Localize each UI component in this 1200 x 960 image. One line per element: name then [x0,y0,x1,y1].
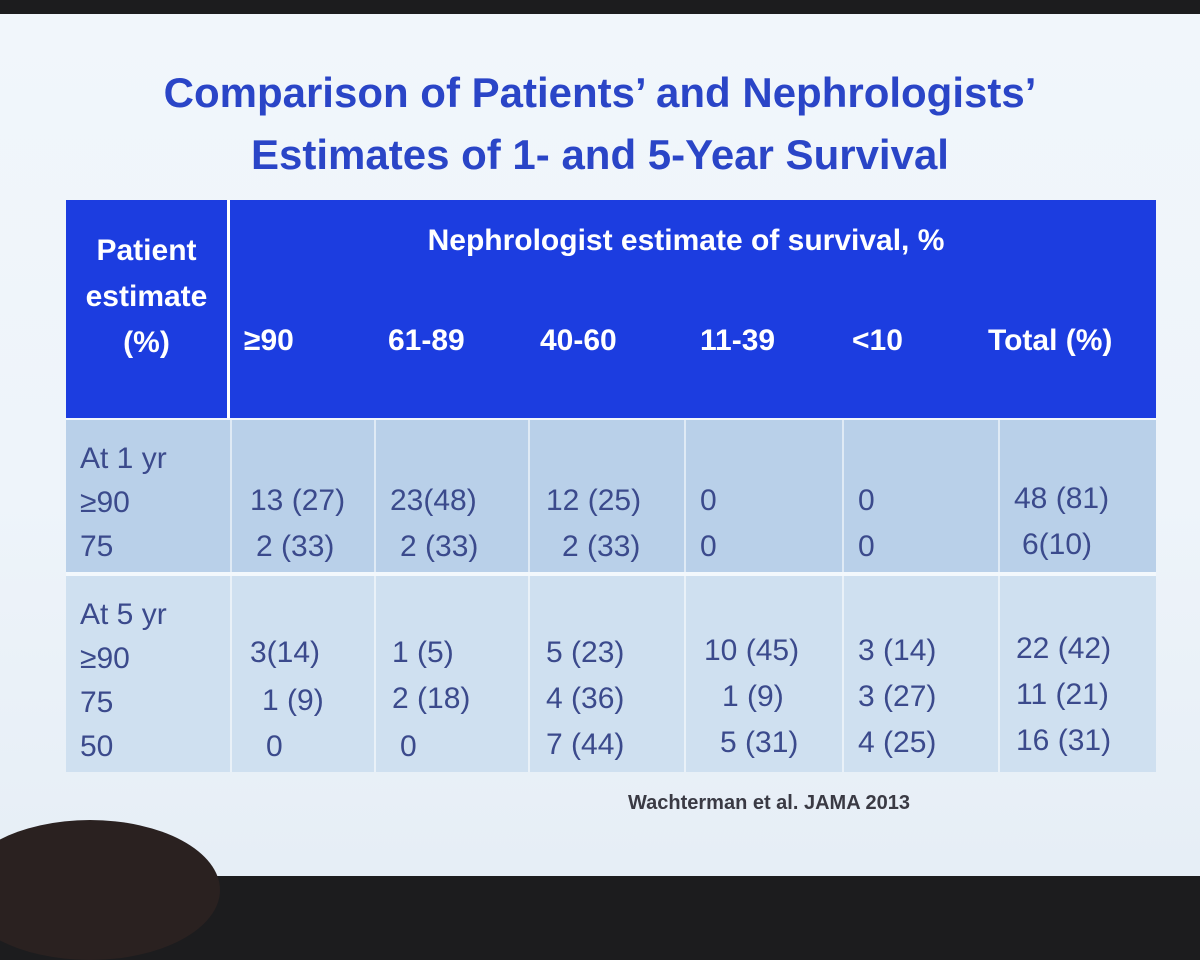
table-cell: 7 (44) [546,728,625,761]
nephrologist-estimate-header: Nephrologist estimate of survival, % [427,224,945,257]
table-cell: 10 (45) [704,634,800,667]
column-header: <10 [852,324,903,357]
table-block-5yr: At 5 yr ≥90 75 50 3(14) 1 (5) 5 (23) 10 … [66,572,1156,772]
table-cell: 23(48) [390,484,477,517]
table-header: Patient estimate (%) Nephrologist estima… [66,200,1156,418]
table-cell: 48 (81) [1014,482,1110,515]
presentation-slide: Comparison of Patients’ and Nephrologist… [0,14,1200,876]
table-cell: 3 (27) [858,680,937,713]
table-cell: 4 (25) [858,726,937,759]
column-header: ≥90 [244,324,294,357]
table-block-1yr: At 1 yr ≥90 75 13 (27) 23(48) 12 (25) 0 … [66,418,1156,572]
table-cell: 0 [858,484,875,517]
column-header: 61-89 [388,324,465,357]
column-header: Total (%) [988,324,1113,357]
title-line-2: Estimates of 1- and 5-Year Survival [251,131,949,178]
table-cell: 3 (14) [858,634,937,667]
block-label: At 5 yr [80,598,167,631]
table-cell: 22 (42) [1016,632,1112,665]
table-cell: 12 (25) [546,484,642,517]
column-header: 40-60 [540,324,617,357]
table-cell: 16 (31) [1016,724,1112,757]
table-cell: 2 (33) [256,530,335,563]
column-header: 11-39 [700,324,776,357]
table-cell: 2 (18) [392,682,471,715]
patient-estimate-header: Patient estimate (%) [66,200,230,418]
table-cell: 5 (31) [720,726,799,759]
row-estimate: ≥90 [80,486,130,519]
table-cell: 5 (23) [546,636,625,669]
table-cell: 1 (9) [722,680,784,713]
survival-table: Patient estimate (%) Nephrologist estima… [66,200,1156,772]
table-cell: 0 [266,730,283,763]
slide-title: Comparison of Patients’ and Nephrologist… [40,62,1160,186]
row-estimate: 75 [80,686,114,719]
row-estimate: ≥90 [80,642,130,675]
table-cell: 0 [858,530,875,563]
title-line-1: Comparison of Patients’ and Nephrologist… [163,69,1037,116]
table-cell: 2 (33) [562,530,641,563]
row-estimate: 75 [80,530,114,563]
table-cell: 0 [700,484,717,517]
table-cell: 4 (36) [546,682,625,715]
table-cell: 2 (33) [400,530,479,563]
table-cell: 0 [400,730,417,763]
table-cell: 1 (5) [392,636,454,669]
table-cell: 0 [700,530,717,563]
table-cell: 3(14) [250,636,321,669]
table-cell: 1 (9) [262,684,324,717]
row-estimate: 50 [80,730,114,763]
table-cell: 11 (21) [1016,678,1109,711]
block-label: At 1 yr [80,442,167,475]
citation: Wachterman et al. JAMA 2013 [628,792,910,814]
table-cell: 6(10) [1022,528,1093,561]
table-cell: 13 (27) [250,484,346,517]
